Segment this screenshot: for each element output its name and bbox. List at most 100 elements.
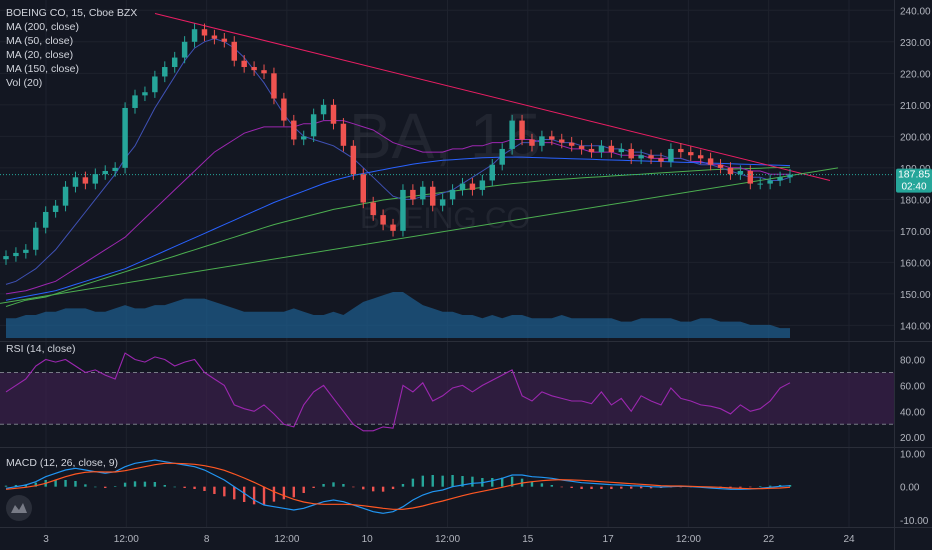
macd-histogram-bar <box>471 476 474 487</box>
legend-ma200: MA (200, close) <box>6 21 79 33</box>
macd-histogram-bar <box>133 481 137 487</box>
candle-down <box>717 164 724 168</box>
macd-histogram-bar <box>312 486 315 488</box>
macd-histogram-bar <box>510 476 514 487</box>
candle-up <box>152 76 158 93</box>
price-tick-label: 240.00 <box>900 6 931 17</box>
last-price-badge <box>896 168 932 193</box>
candle-down <box>390 224 396 231</box>
volume-bars <box>6 292 790 338</box>
macd-tick-label: 10.00 <box>900 449 925 460</box>
time-tick-label: 17 <box>603 534 615 545</box>
price-tick-label: 200.00 <box>900 132 931 143</box>
macd-histogram-bar <box>123 482 127 487</box>
macd-histogram-bar <box>749 486 752 488</box>
macd-histogram-bar <box>94 486 97 488</box>
candle-up <box>42 211 49 228</box>
macd-histogram-bar <box>630 486 633 489</box>
candle-down <box>340 123 347 146</box>
macd-histogram-bar <box>451 475 454 487</box>
candle-up <box>92 174 99 184</box>
rsi-band-fill <box>0 372 894 425</box>
candle-up <box>320 104 327 115</box>
macd-histogram-bar <box>501 477 504 487</box>
rsi-pane <box>0 352 894 432</box>
candle-down <box>469 183 476 190</box>
macd-tick-label: 0.00 <box>900 483 920 494</box>
macd-histogram-bar <box>639 486 643 489</box>
price-tick-label: 160.00 <box>900 258 931 269</box>
candle-up <box>420 186 426 200</box>
candle-down <box>201 29 208 36</box>
candle-up <box>62 186 69 206</box>
macd-histogram-bar <box>352 486 355 488</box>
macd-histogram-bar <box>491 478 494 487</box>
macd-histogram-bar <box>74 481 77 487</box>
candle-down <box>211 35 218 39</box>
candle-up <box>23 249 29 253</box>
macd-histogram-bar <box>759 486 762 487</box>
trendlines[interactable] <box>0 12 839 304</box>
macd-histogram-bar <box>54 480 57 487</box>
candle-down <box>658 158 664 162</box>
candle-up <box>777 177 783 181</box>
candle-up <box>757 183 763 185</box>
macd-histogram-bar <box>381 486 385 492</box>
candle-down <box>608 145 615 153</box>
candle-down <box>350 145 357 175</box>
candle-down <box>241 60 247 68</box>
macd-histogram-bar <box>213 486 216 494</box>
candle-up <box>479 180 486 190</box>
candle-down <box>588 148 595 153</box>
candle-down <box>281 98 287 121</box>
macd-histogram-bar <box>252 486 256 505</box>
macd-histogram-bar <box>282 486 286 500</box>
macd-histogram-bar <box>441 475 444 487</box>
legend-ma150: MA (150, close) <box>6 63 79 75</box>
macd-histogram-bar <box>391 486 395 489</box>
candle-up <box>72 177 79 187</box>
rsi-tick-label: 80.00 <box>900 356 925 367</box>
candle-down <box>360 174 366 203</box>
candle-up <box>489 164 496 181</box>
macd-histogram-bar <box>203 486 206 491</box>
support-trendline <box>0 167 839 304</box>
time-tick-label: 3 <box>43 534 49 545</box>
macd-histogram-bar <box>570 486 573 488</box>
candle-up <box>52 205 59 212</box>
legend: BOEING CO, 15, Cboe BZX MA (200, close) … <box>6 7 137 469</box>
candle-down <box>330 104 337 124</box>
candle-down <box>430 186 436 206</box>
rsi-tick-label: 60.00 <box>900 381 925 392</box>
legend-volume: Vol (20) <box>6 77 42 89</box>
price-tick-label: 210.00 <box>900 101 931 112</box>
candle-up <box>112 167 118 171</box>
price-tick-label: 220.00 <box>900 69 931 80</box>
candle-down <box>747 171 754 184</box>
candlesticks <box>3 23 793 265</box>
volume-area <box>6 292 790 338</box>
price-tick-label: 180.00 <box>900 195 931 206</box>
macd-histogram-bar <box>302 486 305 493</box>
candle-up <box>102 171 108 175</box>
macd-histogram-bar <box>768 485 772 487</box>
price-tag: 187.85 02:40 <box>896 168 932 193</box>
rsi-tick-label: 40.00 <box>900 407 925 418</box>
macd-histogram-bar <box>540 483 544 487</box>
tradingview-cloud-icon[interactable] <box>6 495 32 521</box>
macd-histogram-bar <box>679 486 683 488</box>
macd-histogram-bar <box>729 486 732 488</box>
rsi-title: RSI (14, close) <box>6 343 75 355</box>
macd-histogram-bar <box>610 486 613 489</box>
grid-lines <box>0 0 894 527</box>
candle-down <box>628 148 634 159</box>
macd-histogram-bar <box>173 486 176 488</box>
candle-down <box>221 38 228 42</box>
candle-down <box>291 120 297 140</box>
macd-histogram-bar <box>590 486 593 489</box>
macd-histogram-bar <box>371 486 375 492</box>
time-axis[interactable]: 3 12:00 8 12:00 10 12:00 15 17 12:00 22 24 <box>43 534 855 545</box>
macd-histogram-bar <box>649 486 653 489</box>
